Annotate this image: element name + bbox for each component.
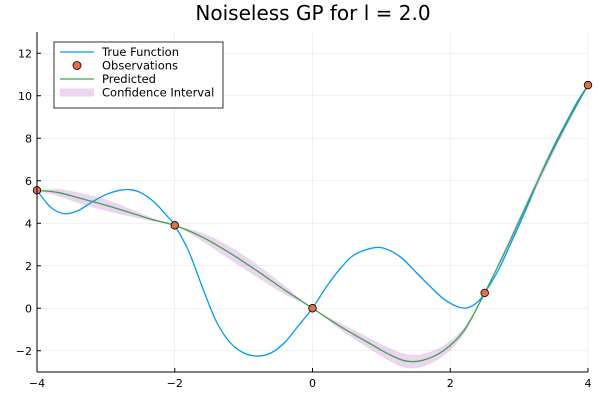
x-tick-label: 4: [585, 377, 592, 390]
legend-label-confidence-interval: Confidence Interval: [102, 86, 214, 100]
y-tick-label: 6: [25, 175, 32, 188]
y-tick-label: 2: [25, 260, 32, 273]
observation-point-3: [480, 288, 489, 298]
y-tick-label: 8: [25, 132, 32, 145]
chart-title: Noiseless GP for l = 2.0: [195, 1, 430, 25]
legend-label-observations: Observations: [102, 59, 178, 73]
legend-label-predicted: Predicted: [102, 72, 156, 86]
predicted-line: [36, 84, 589, 363]
legend-key-observations: [72, 61, 82, 70]
y-tick-label: 4: [25, 217, 32, 230]
y-tick-label: 12: [18, 47, 32, 60]
legend: True FunctionObservationsPredictedConfid…: [53, 41, 224, 109]
y-tick-label: −2: [16, 345, 32, 358]
legend-label-true-function: True Function: [101, 45, 179, 59]
x-tick-label: −4: [29, 377, 45, 390]
legend-box: [53, 41, 224, 109]
y-tick-label: 0: [25, 302, 32, 315]
axes: −4 −2 0 2 4 −2 0 2 4 6 8 10 12: [16, 32, 592, 390]
x-tick-label: 2: [447, 377, 454, 390]
grid: [36, 32, 589, 372]
x-tick-label: 0: [309, 377, 316, 390]
x-tick-label: −2: [167, 377, 183, 390]
legend-key-confidence-interval: [60, 88, 94, 97]
y-tick-label: 10: [18, 90, 32, 103]
observation-point-1: [170, 221, 179, 230]
observation-point-4: [583, 80, 593, 90]
observation-point-2: [308, 304, 317, 313]
